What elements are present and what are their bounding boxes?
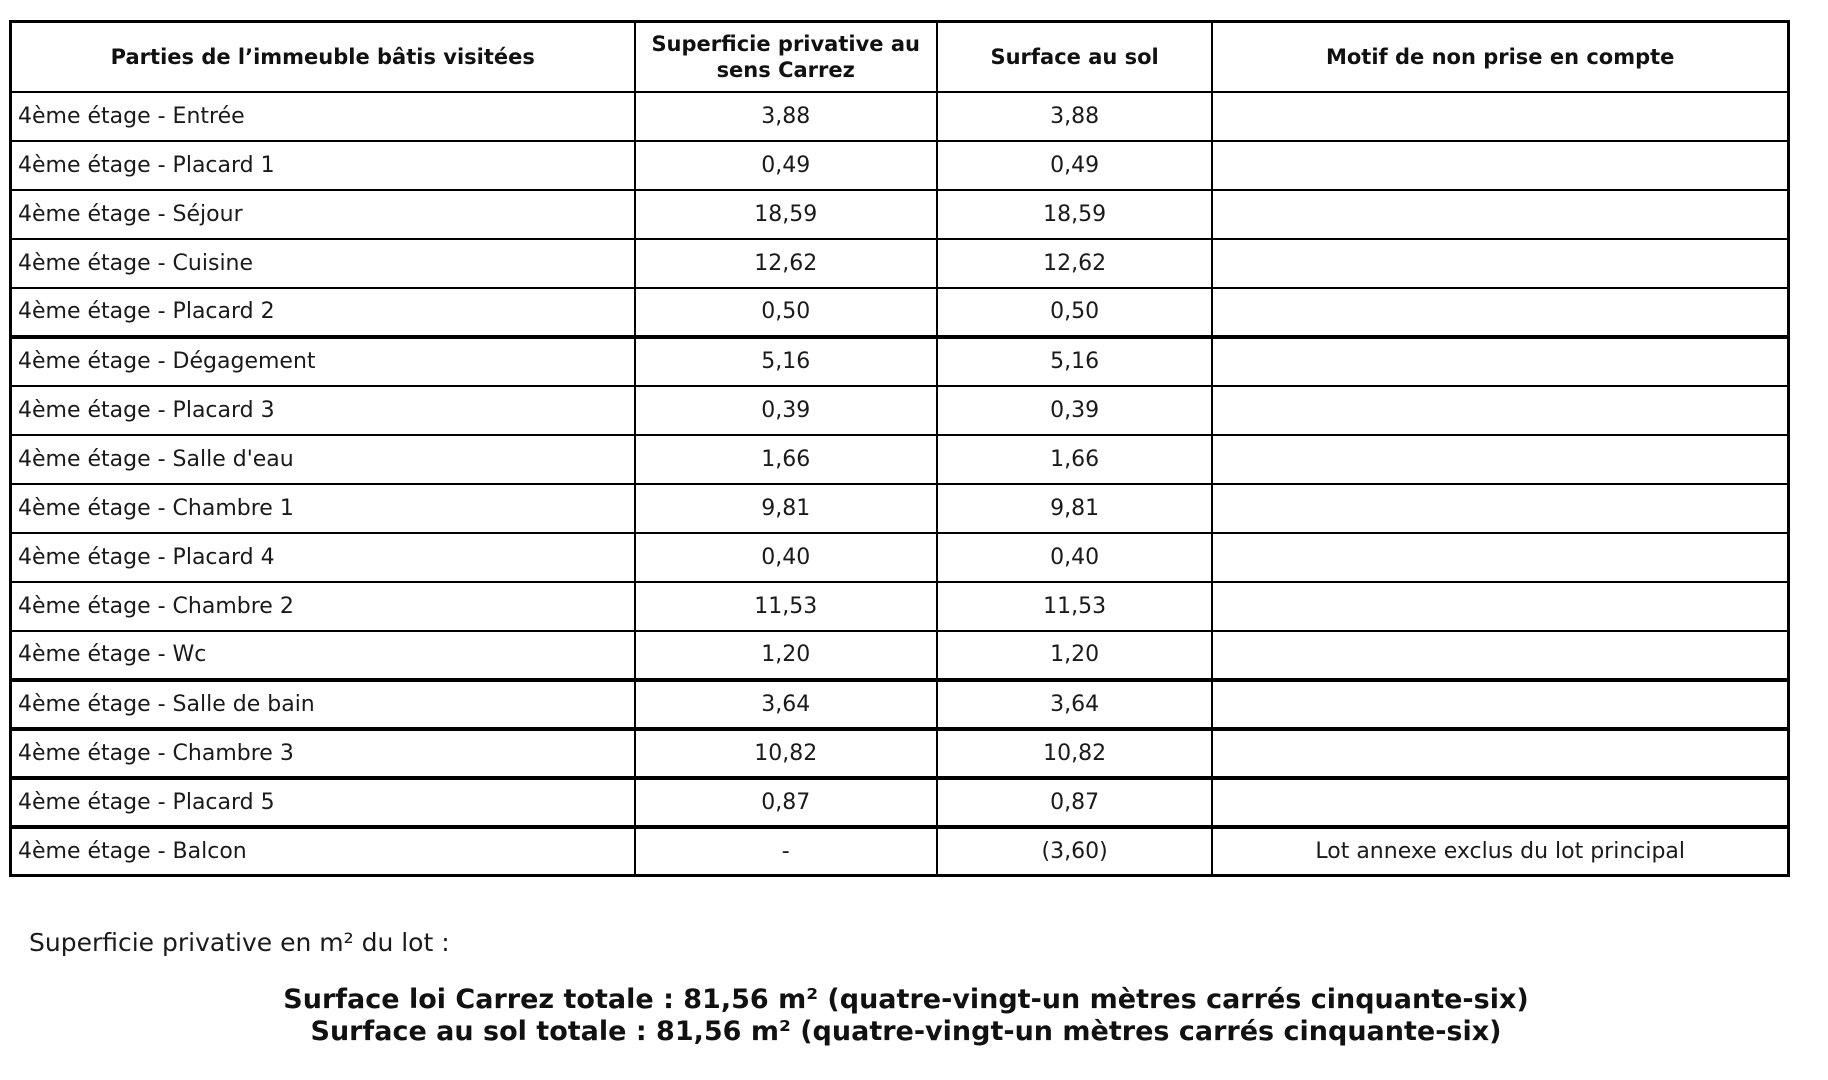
cell-carrez: 0,49: [633, 139, 938, 191]
cell-room: 4ème étage - Chambre 3: [9, 726, 636, 779]
cell-floor: 0,49: [935, 139, 1214, 191]
header-surface: Surface au sol: [935, 20, 1214, 93]
cell-motif: [1211, 677, 1790, 730]
cell-room: 4ème étage - Placard 5: [9, 775, 636, 828]
table-row: 4ème étage - Entrée 3,88 3,88: [9, 90, 1790, 142]
cell-carrez: 0,87: [633, 775, 938, 828]
cell-motif: [1211, 90, 1790, 142]
cell-motif: Lot annexe exclus du lot principal: [1211, 824, 1790, 877]
carrez-measurement-table: Parties de l’immeuble bâtis visitées Sup…: [9, 20, 1790, 877]
cell-motif: [1211, 139, 1790, 191]
cell-room: 4ème étage - Placard 1: [9, 139, 636, 191]
table-row: 4ème étage - Wc 1,20 1,20: [9, 629, 1790, 681]
cell-carrez: -: [633, 824, 938, 877]
cell-motif: [1211, 286, 1790, 338]
cell-motif: [1211, 433, 1790, 485]
cell-floor: 18,59: [935, 188, 1214, 240]
cell-motif: [1211, 629, 1790, 681]
header-motif: Motif de non prise en compte: [1211, 20, 1790, 93]
cell-motif: [1211, 384, 1790, 436]
table-row: 4ème étage - Placard 4 0,40 0,40: [9, 531, 1790, 583]
header-superficie: Superficie privative au sens Carrez: [633, 20, 938, 93]
table-row: 4ème étage - Chambre 3 10,82 10,82: [9, 726, 1790, 779]
cell-floor: 10,82: [935, 726, 1214, 779]
cell-carrez: 0,39: [633, 384, 938, 436]
cell-motif: [1211, 580, 1790, 632]
cell-room: 4ème étage - Salle d'eau: [9, 433, 636, 485]
table-row: 4ème étage - Placard 5 0,87 0,87: [9, 775, 1790, 828]
cell-floor: 1,66: [935, 433, 1214, 485]
lot-superficie-label: Superficie privative en m² du lot :: [29, 928, 450, 957]
table-header-row: Parties de l’immeuble bâtis visitées Sup…: [9, 20, 1790, 93]
cell-floor: 3,88: [935, 90, 1214, 142]
cell-motif: [1211, 237, 1790, 289]
cell-floor: 12,62: [935, 237, 1214, 289]
cell-room: 4ème étage - Salle de bain: [9, 677, 636, 730]
cell-room: 4ème étage - Placard 3: [9, 384, 636, 436]
cell-carrez: 12,62: [633, 237, 938, 289]
cell-room: 4ème étage - Cuisine: [9, 237, 636, 289]
cell-floor: 5,16: [935, 334, 1214, 387]
cell-carrez: 0,40: [633, 531, 938, 583]
cell-room: 4ème étage - Dégagement: [9, 334, 636, 387]
cell-carrez: 1,20: [633, 629, 938, 681]
table-row: 4ème étage - Cuisine 12,62 12,62: [9, 237, 1790, 289]
totals-block: Surface loi Carrez totale : 81,56 m² (qu…: [0, 984, 1812, 1048]
cell-motif: [1211, 482, 1790, 534]
cell-carrez: 18,59: [633, 188, 938, 240]
cell-motif: [1211, 775, 1790, 828]
cell-floor: 0,39: [935, 384, 1214, 436]
table-row: 4ème étage - Salle de bain 3,64 3,64: [9, 677, 1790, 730]
cell-motif: [1211, 531, 1790, 583]
sol-total-line: Surface au sol totale : 81,56 m² (quatre…: [310, 1015, 1502, 1047]
table-body: 4ème étage - Entrée 3,88 3,88 4ème étage - …: [9, 90, 1790, 877]
cell-motif: [1211, 334, 1790, 387]
table-row: 4ème étage - Placard 1 0,49 0,49: [9, 139, 1790, 191]
table-row: 4ème étage - Salle d'eau 1,66 1,66: [9, 433, 1790, 485]
table-row: 4ème étage - Dégagement 5,16 5,16: [9, 334, 1790, 387]
cell-floor: 0,50: [935, 286, 1214, 338]
cell-floor: 11,53: [935, 580, 1214, 632]
cell-floor: 1,20: [935, 629, 1214, 681]
table-row: 4ème étage - Balcon - (3,60) Lot annexe exc…: [9, 824, 1790, 877]
cell-carrez: 10,82: [633, 726, 938, 779]
cell-room: 4ème étage - Balcon: [9, 824, 636, 877]
cell-room: 4ème étage - Wc: [9, 629, 636, 681]
cell-floor: 0,87: [935, 775, 1214, 828]
carrez-total-line: Surface loi Carrez totale : 81,56 m² (qu…: [283, 984, 1529, 1015]
cell-room: 4ème étage - Placard 4: [9, 531, 636, 583]
cell-room: 4ème étage - Chambre 1: [9, 482, 636, 534]
cell-floor: 0,40: [935, 531, 1214, 583]
cell-carrez: 0,50: [633, 286, 938, 338]
cell-carrez: 9,81: [633, 482, 938, 534]
table-row: 4ème étage - Placard 2 0,50 0,50: [9, 286, 1790, 338]
cell-room: 4ème étage - Entrée: [9, 90, 636, 142]
cell-motif: [1211, 726, 1790, 779]
cell-carrez: 5,16: [633, 334, 938, 387]
cell-room: 4ème étage - Chambre 2: [9, 580, 636, 632]
header-parties: Parties de l’immeuble bâtis visitées: [9, 20, 636, 93]
cell-room: 4ème étage - Séjour: [9, 188, 636, 240]
cell-carrez: 3,88: [633, 90, 938, 142]
cell-floor: (3,60): [935, 824, 1214, 877]
table-row: 4ème étage - Placard 3 0,39 0,39: [9, 384, 1790, 436]
table-row: 4ème étage - Chambre 2 11,53 11,53: [9, 580, 1790, 632]
table-header: Parties de l’immeuble bâtis visitées Sup…: [9, 20, 1790, 93]
cell-carrez: 11,53: [633, 580, 938, 632]
table-row: 4ème étage - Chambre 1 9,81 9,81: [9, 482, 1790, 534]
table-row: 4ème étage - Séjour 18,59 18,59: [9, 188, 1790, 240]
cell-carrez: 3,64: [633, 677, 938, 730]
cell-carrez: 1,66: [633, 433, 938, 485]
cell-floor: 9,81: [935, 482, 1214, 534]
cell-motif: [1211, 188, 1790, 240]
cell-floor: 3,64: [935, 677, 1214, 730]
cell-room: 4ème étage - Placard 2: [9, 286, 636, 338]
